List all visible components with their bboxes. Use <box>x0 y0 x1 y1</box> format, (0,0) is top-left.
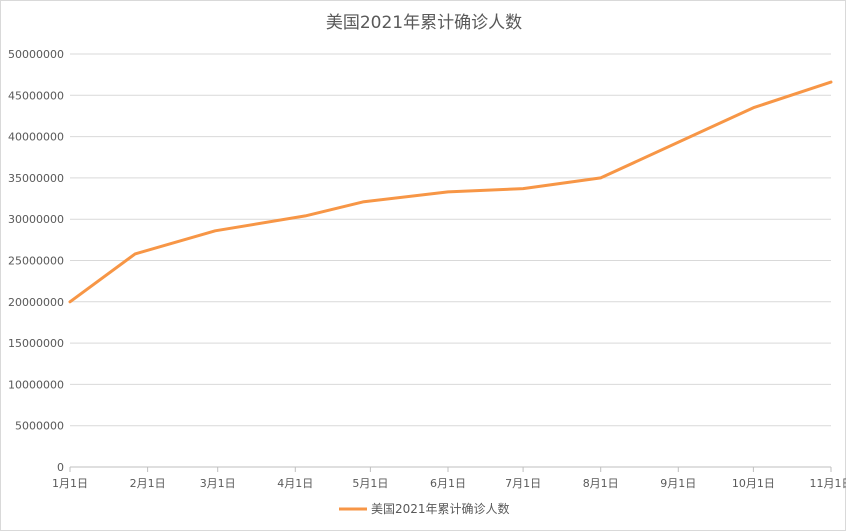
y-tick-label: 5000000 <box>15 420 64 433</box>
x-tick-label: 4月1日 <box>277 477 313 490</box>
x-tick-label: 1月1日 <box>52 477 88 490</box>
x-tick-label: 5月1日 <box>352 477 388 490</box>
y-tick-label: 25000000 <box>8 255 64 268</box>
x-tick-label: 8月1日 <box>583 477 619 490</box>
x-tick-label: 2月1日 <box>130 477 166 490</box>
y-tick-label: 45000000 <box>8 89 64 102</box>
series-line <box>70 82 831 302</box>
x-tick-label: 11月1日 <box>810 477 846 490</box>
y-tick-label: 40000000 <box>8 131 64 144</box>
x-tick-label: 9月1日 <box>660 477 696 490</box>
x-tick-label: 6月1日 <box>430 477 466 490</box>
y-tick-label: 0 <box>57 461 64 474</box>
legend-label: 美国2021年累计确诊人数 <box>371 501 510 516</box>
x-axis-ticks: 1月1日 2月1日 3月1日 4月1日 5月1日 6月1日 7月1日 8月1日 9月1日 10月1… <box>52 467 846 490</box>
x-tick-label: 10月1日 <box>732 477 775 490</box>
y-tick-label: 30000000 <box>8 213 64 226</box>
series-layer <box>70 82 831 302</box>
y-tick-label: 50000000 <box>8 48 64 61</box>
y-tick-label: 20000000 <box>8 296 64 309</box>
legend: 美国2021年累计确诊人数 <box>339 501 510 516</box>
y-axis-ticks: 0 5000000 10000000 15000000 20000000 25000000… <box>8 48 64 474</box>
y-tick-label: 15000000 <box>8 337 64 350</box>
x-tick-label: 3月1日 <box>200 477 236 490</box>
y-tick-label: 10000000 <box>8 378 64 391</box>
chart-title: 美国2021年累计确诊人数 <box>326 13 522 33</box>
x-tick-label: 7月1日 <box>505 477 541 490</box>
y-tick-label: 35000000 <box>8 172 64 185</box>
